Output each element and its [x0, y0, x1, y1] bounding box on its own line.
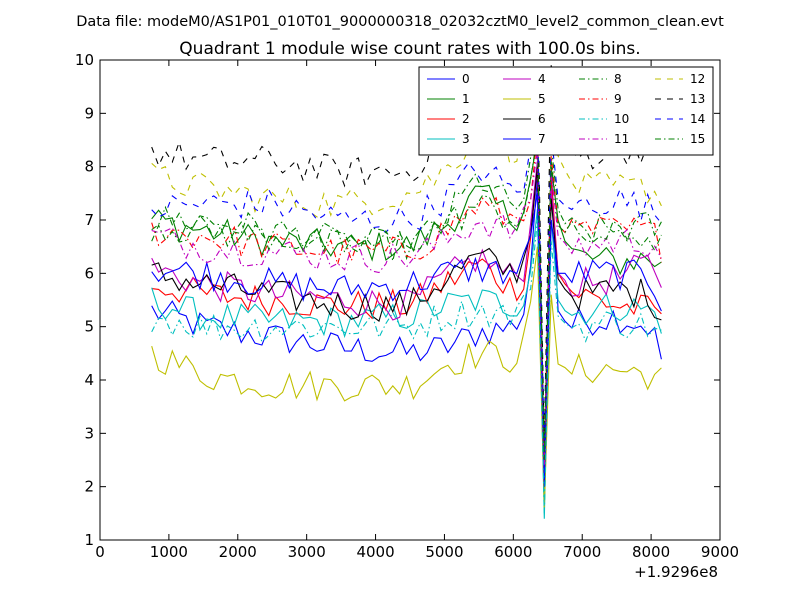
legend-label-1: 1	[462, 92, 470, 106]
y-tick-label-9: 9	[84, 104, 94, 122]
y-tick-label-4: 4	[84, 371, 94, 389]
legend-label-14: 14	[690, 112, 705, 126]
chart-title: Quadrant 1 module wise count rates with …	[179, 39, 640, 59]
x-axis-ticks: 0 1000 2000 3000 4000 5000 6000 7000 8000 9000	[95, 60, 739, 561]
y-tick-label-7: 7	[84, 211, 94, 229]
y-tick-label-3: 3	[84, 424, 94, 442]
y-tick-label-2: 2	[84, 478, 94, 496]
series-line-12	[151, 91, 662, 450]
series-line-6	[151, 166, 662, 466]
x-tick-label-3000: 3000	[288, 543, 326, 561]
legend-label-2: 2	[462, 112, 470, 126]
legend-label-7: 7	[538, 132, 546, 146]
series-lines	[151, 65, 662, 519]
legend-label-10: 10	[614, 112, 629, 126]
legend-label-0: 0	[462, 72, 470, 86]
series-line-9	[151, 134, 662, 461]
series-line-1	[151, 139, 662, 461]
x-offset-label: +1.9296e8	[634, 563, 718, 581]
legend-box	[418, 66, 714, 156]
x-tick-label-1000: 1000	[150, 543, 188, 561]
legend-label-11: 11	[614, 132, 629, 146]
figure-suptitle: Data file: modeM0/AS1P01_010T01_90000003…	[76, 14, 724, 30]
legend-label-4: 4	[538, 72, 546, 86]
x-tick-label-8000: 8000	[632, 543, 670, 561]
legend-label-9: 9	[614, 92, 622, 106]
legend-label-12: 12	[690, 72, 705, 86]
y-tick-label-10: 10	[75, 51, 94, 69]
legend-label-15: 15	[690, 132, 705, 146]
axes-frame	[99, 59, 721, 541]
y-tick-label-6: 6	[84, 264, 94, 282]
legend-label-6: 6	[538, 112, 546, 126]
legend-label-3: 3	[462, 132, 470, 146]
y-tick-label-8: 8	[84, 158, 94, 176]
series-line-13	[151, 65, 662, 445]
series-line-15	[151, 134, 662, 461]
series-line-5	[151, 246, 662, 509]
x-tick-label-9000: 9000	[701, 543, 739, 561]
x-tick-label-0: 0	[95, 543, 105, 561]
y-tick-label-1: 1	[84, 531, 94, 549]
x-tick-label-2000: 2000	[219, 543, 257, 561]
series-line-8	[151, 123, 662, 455]
legend-label-5: 5	[538, 92, 546, 106]
x-tick-label-6000: 6000	[494, 543, 532, 561]
series-line-14	[151, 113, 662, 455]
x-tick-label-4000: 4000	[356, 543, 394, 561]
series-line-0	[151, 166, 662, 498]
y-tick-label-5: 5	[84, 318, 94, 336]
plot-area: 0 1000 2000 3000 4000 5000 6000 7000 8000 9000123…	[75, 51, 739, 561]
series-line-3	[151, 209, 662, 519]
x-tick-label-7000: 7000	[563, 543, 601, 561]
series-line-11	[151, 150, 662, 466]
legend-label-8: 8	[614, 72, 622, 86]
x-tick-label-5000: 5000	[425, 543, 463, 561]
series-line-7	[151, 193, 662, 487]
legend-label-13: 13	[690, 92, 705, 106]
